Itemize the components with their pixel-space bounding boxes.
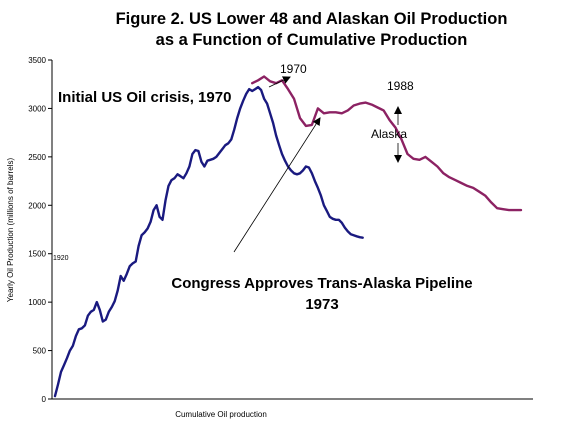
- annotation-pipeline-line-1: Congress Approves Trans-Alaska Pipeline: [171, 275, 472, 292]
- y-tick-label: 500: [33, 347, 47, 356]
- y-axis-ticks: 0 500 1000 1500 2000 2500 3000 3500: [28, 56, 52, 404]
- y-tick-label: 3000: [28, 104, 46, 113]
- y-tick-label: 2000: [28, 201, 46, 210]
- y-tick-label: 3500: [28, 56, 46, 65]
- y-tick-label: 1000: [28, 298, 46, 307]
- plot-area: [51, 60, 533, 400]
- series-line-us-total: [250, 75, 523, 212]
- annotation-pipeline-line-2: 1973: [305, 296, 338, 313]
- annotation-alaska: Alaska: [371, 127, 407, 141]
- annotation-peak-year: 1970: [280, 62, 307, 76]
- crisis-arrow: [268, 76, 291, 88]
- y-tick-label: 0: [42, 395, 47, 404]
- chart-title-line-2: as a Function of Cumulative Production: [155, 31, 468, 49]
- pipeline-arrow: [233, 117, 321, 253]
- x-axis-label: Cumulative Oil production: [175, 410, 267, 419]
- annotation-oil-crisis: Initial US Oil crisis, 1970: [58, 89, 231, 106]
- series-layer: [53, 75, 523, 398]
- series-line-lower48: [53, 85, 364, 398]
- y-axis-label: Yearly Oil Production (millions of barre…: [6, 158, 15, 303]
- chart-title-line-1: Figure 2. US Lower 48 and Alaskan Oil Pr…: [115, 10, 508, 28]
- annotation-alaska-year: 1988: [387, 79, 414, 93]
- y-tick-label: 2500: [28, 153, 46, 162]
- y-tick-label: 1500: [28, 250, 46, 259]
- annotation-start-year: 1920: [53, 255, 69, 262]
